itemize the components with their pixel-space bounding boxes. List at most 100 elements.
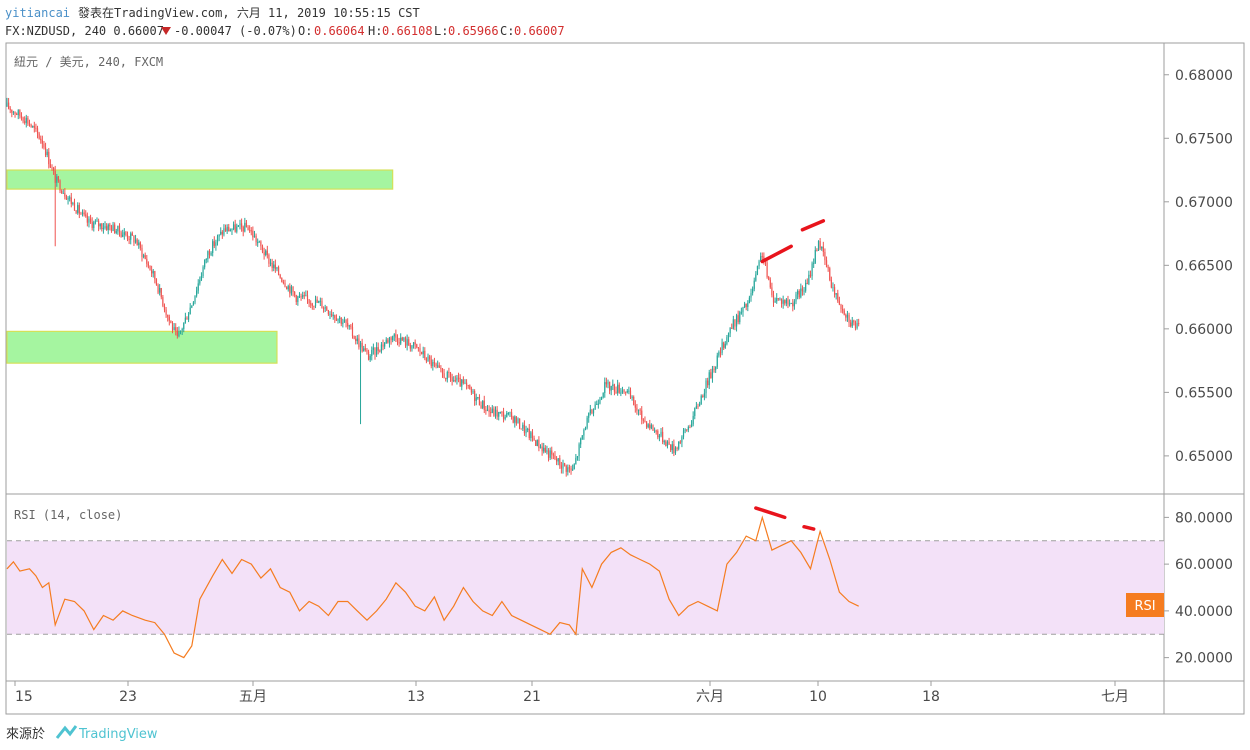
candle-body	[123, 232, 125, 235]
candle-body	[27, 117, 29, 124]
header-l-value: 0.65966	[448, 24, 499, 38]
rsi-pane-label: RSI (14, close)	[14, 508, 122, 522]
candle-body	[519, 418, 521, 429]
candle-body	[22, 117, 24, 122]
candle-body	[199, 279, 201, 284]
candle-body	[716, 355, 718, 367]
candle-body	[30, 124, 32, 127]
candle-body	[713, 368, 715, 370]
candle-body	[531, 432, 534, 438]
candle-body	[806, 282, 808, 284]
candle-body	[547, 450, 550, 458]
candle-body	[464, 382, 466, 384]
candle-body	[480, 405, 482, 408]
candle-body	[788, 303, 791, 305]
candle-body	[326, 307, 328, 311]
candle-body	[755, 274, 757, 281]
candle-body	[719, 352, 722, 354]
candle-body	[43, 143, 45, 148]
candle-body	[626, 390, 628, 393]
rsi-badge[interactable]	[1126, 593, 1164, 617]
candle-body	[241, 223, 243, 227]
candle-body	[528, 428, 530, 439]
candle-body	[224, 228, 227, 232]
candle-body	[485, 409, 487, 411]
header-user[interactable]: yitiancai	[5, 6, 70, 20]
candle-body	[147, 263, 150, 266]
candle-body	[155, 279, 158, 285]
candle-body	[785, 299, 787, 304]
candle-body	[379, 350, 381, 352]
candle-body	[282, 281, 284, 283]
price-tick-label: 0.66500	[1175, 258, 1233, 274]
candle-body	[678, 441, 680, 449]
candle-body	[298, 296, 301, 298]
candle-body	[753, 280, 755, 289]
candle-body	[538, 439, 540, 449]
candle-body	[83, 212, 85, 215]
candle-body	[32, 125, 34, 127]
candle-body	[602, 392, 604, 398]
candle-body	[639, 409, 641, 411]
candle-body	[86, 215, 88, 223]
candle-body	[171, 323, 174, 331]
candle-body	[486, 409, 489, 411]
candle-body	[637, 409, 640, 411]
candle-body	[48, 151, 50, 165]
candle-body	[470, 389, 473, 393]
candle-body	[46, 151, 48, 156]
candle-body	[120, 232, 122, 237]
candle-body	[787, 299, 789, 305]
candle-body	[114, 224, 116, 233]
candle-body	[218, 234, 220, 237]
candle-body	[491, 408, 493, 413]
candle-body	[297, 296, 299, 302]
candle-body	[412, 342, 415, 346]
footer-brand[interactable]: TradingView	[78, 727, 158, 742]
candle-body	[72, 202, 74, 204]
candle-body	[851, 320, 853, 327]
candle-body	[197, 283, 199, 291]
candle-body	[94, 221, 96, 223]
candle-body	[395, 334, 397, 338]
candle-body	[404, 337, 407, 346]
candle-body	[244, 222, 246, 232]
candle-body	[665, 441, 667, 446]
candle-body	[821, 246, 823, 249]
candle-body	[384, 342, 386, 347]
candle-body	[647, 424, 649, 428]
candle-body	[686, 429, 688, 431]
candle-body	[653, 430, 656, 432]
candle-body	[448, 372, 450, 374]
candle-body	[306, 295, 309, 300]
candle-body	[348, 325, 350, 327]
candle-body	[419, 348, 421, 352]
candle-body	[331, 313, 333, 316]
candle-body	[443, 373, 445, 379]
candle-body	[345, 319, 347, 323]
rsi-series	[6, 515, 859, 659]
candle-body	[469, 385, 471, 390]
candle-body	[453, 380, 455, 382]
candle-body	[51, 167, 53, 169]
candle-body	[690, 424, 693, 428]
candle-body	[763, 256, 765, 261]
time-tick-label: 21	[523, 689, 541, 705]
candle-body	[462, 379, 464, 384]
candle-body	[99, 223, 101, 227]
candle-body	[424, 350, 426, 359]
time-tick-label: 13	[407, 689, 425, 705]
candle-body	[850, 322, 852, 327]
candle-body	[819, 241, 821, 249]
candle-body	[555, 459, 558, 462]
candle-body	[284, 282, 286, 287]
rsi-line	[6, 515, 859, 659]
candle-body	[329, 313, 331, 315]
candle-body	[779, 298, 781, 300]
candle-body	[77, 205, 79, 213]
candle-body	[67, 197, 69, 200]
price-tick-label: 0.66000	[1175, 322, 1233, 338]
candle-body	[64, 192, 66, 197]
candle-body	[417, 347, 419, 349]
candle-body	[372, 347, 374, 350]
